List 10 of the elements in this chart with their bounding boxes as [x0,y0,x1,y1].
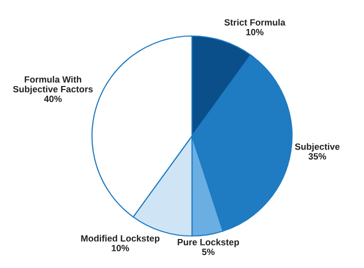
slice-label: Formula With Subjective Factors [13,76,93,94]
slice-label: Pure Lockstep [178,238,240,248]
data-label: 35% [308,153,326,160]
data-label: 5% [202,248,215,256]
slice-label: Modified Lockstep [81,234,160,244]
data-label: 10% [246,28,264,36]
data-label: 10% [112,244,130,252]
data-label: 40% [44,96,62,102]
slice-label: Subjective [294,143,340,152]
slice-label: Strict Formula [224,18,286,26]
